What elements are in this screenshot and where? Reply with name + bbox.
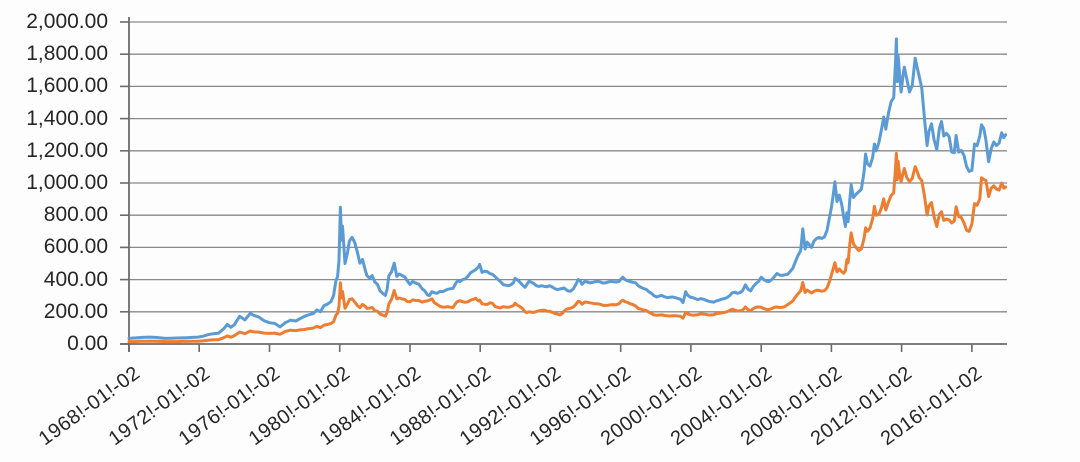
y-tick-label: 1,000.00 [26,171,108,194]
y-tick-label: 800.00 [43,203,108,227]
series-blue-line [127,37,1008,340]
y-tick-label: 0.00 [67,332,108,355]
y-tick-label: 600.00 [43,235,108,259]
y-tick-label: 1,600.00 [26,74,108,98]
series-orange-line [127,151,1008,344]
y-tick-label: 1,800.00 [26,42,108,66]
y-tick-label: 200.00 [43,299,108,323]
y-tick-label: 1,400.00 [26,106,108,130]
y-tick-label: 2,000.00 [26,10,108,33]
y-tick-label: 1,200.00 [26,138,108,162]
y-tick-label: 400.00 [43,267,108,291]
